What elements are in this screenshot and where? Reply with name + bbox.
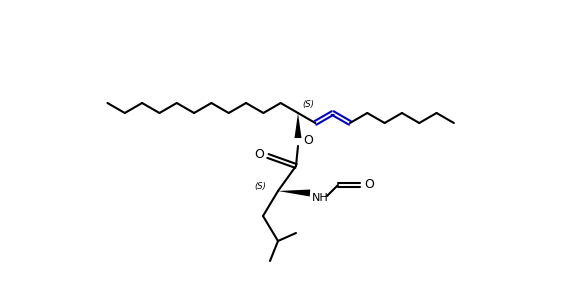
Polygon shape	[294, 113, 302, 138]
Text: NH: NH	[312, 193, 328, 203]
Text: O: O	[303, 133, 313, 147]
Text: O: O	[254, 147, 264, 161]
Text: (S): (S)	[302, 99, 314, 109]
Polygon shape	[278, 189, 310, 196]
Text: (S): (S)	[254, 181, 266, 191]
Text: O: O	[364, 178, 374, 192]
